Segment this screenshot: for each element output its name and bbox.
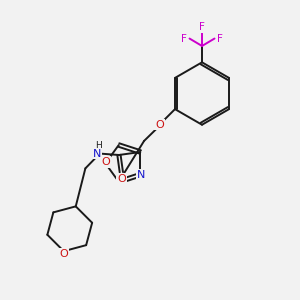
Text: O: O xyxy=(155,120,164,130)
Text: O: O xyxy=(59,248,68,259)
Text: H: H xyxy=(95,141,102,150)
Text: F: F xyxy=(181,34,187,44)
Text: O: O xyxy=(117,174,126,184)
Text: F: F xyxy=(217,34,223,44)
Text: F: F xyxy=(199,22,205,32)
Text: N: N xyxy=(93,148,101,158)
Text: N: N xyxy=(137,170,145,180)
Text: O: O xyxy=(101,157,110,167)
